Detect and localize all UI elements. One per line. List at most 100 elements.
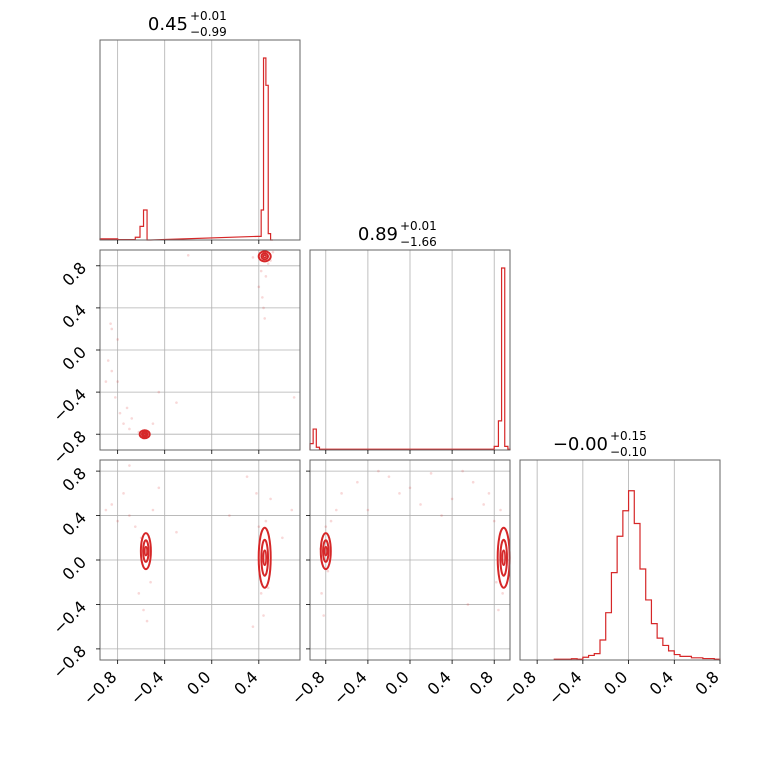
scatter-point <box>118 411 122 415</box>
axis-1-xtick-label: −0.4 <box>330 667 371 708</box>
scatter-point <box>149 580 152 584</box>
scatter-point <box>320 592 323 595</box>
axis-0-xtick-label: 0.4 <box>230 667 261 698</box>
scatter-point <box>122 422 125 425</box>
scatter-point <box>128 464 131 467</box>
scatter-point <box>262 614 265 617</box>
scatter-point <box>157 390 161 394</box>
scatter-point <box>326 569 330 573</box>
scatter-point <box>495 580 498 584</box>
scatter-point <box>175 401 178 404</box>
contour-outer <box>257 250 272 263</box>
x-axis-labels-1: −0.8 −0.4 0.0 0.4 0.8 <box>288 667 497 708</box>
hist-panel-2: −0.00 +0.15 −0.10 <box>519 429 721 664</box>
hist-title-median-1: 0.89 <box>358 224 398 245</box>
scatter-point <box>113 396 117 399</box>
hist-title-plus-1: +0.01 <box>400 219 437 233</box>
hist-panel-1: 0.89 +0.01 −1.66 <box>309 219 511 454</box>
hist-title-minus-0: −0.99 <box>190 25 227 39</box>
axis-1-xtick-label: 0.4 <box>424 667 455 698</box>
scatter-point <box>324 525 328 528</box>
axis-0-xtick-label: 0.0 <box>183 667 214 698</box>
scatter-point <box>128 427 131 431</box>
scatter-point <box>356 480 359 484</box>
scatter-point <box>116 380 119 383</box>
scatter-point <box>264 519 268 523</box>
scatter-point <box>157 486 161 490</box>
scatter-point <box>429 472 433 475</box>
scatter-point <box>151 422 155 425</box>
scatter-point <box>186 253 190 257</box>
scatter-point <box>408 486 412 490</box>
scatter-point <box>322 614 325 617</box>
axis-2-xtick-label: 0.0 <box>600 667 631 698</box>
scatter-point <box>245 475 249 478</box>
scatter-point <box>461 469 464 473</box>
hist-title-minus-1: −1.66 <box>400 235 437 249</box>
contour-core <box>143 545 148 557</box>
sc-2-ytick-label: 0.0 <box>59 553 90 584</box>
histogram-step-1 <box>309 267 511 450</box>
axis-2-xtick-label: 0.8 <box>691 667 722 698</box>
hist-title-median-0: 0.45 <box>148 14 188 35</box>
axis-2-xtick-label: −0.4 <box>545 667 586 708</box>
scatter-point <box>266 262 270 265</box>
contour-core <box>262 254 267 259</box>
scatter-point <box>450 497 454 501</box>
scatter-point <box>175 530 178 534</box>
scatter-panel-1-2 <box>306 459 511 664</box>
hist-frame-0 <box>99 39 301 241</box>
scatter-point <box>264 275 268 278</box>
scatter-point <box>257 525 261 528</box>
contour-core <box>262 549 267 566</box>
scatter-point <box>104 380 108 383</box>
scatter-point <box>262 306 265 310</box>
contour-core <box>501 549 506 566</box>
contour-middle <box>140 430 149 438</box>
scatter-point <box>266 586 270 590</box>
scatter-point <box>482 503 485 506</box>
hist-title-median-2: −0.00 <box>553 434 608 455</box>
scatter-point <box>263 317 267 320</box>
sc-2-ytick-label: 0.8 <box>59 464 90 495</box>
contour-core <box>323 545 328 557</box>
scatter-point <box>106 359 110 362</box>
sc-2-ytick-label: −0.4 <box>49 597 90 638</box>
sc-1-ytick-label: 0.0 <box>59 343 90 374</box>
scatter-point <box>501 592 504 595</box>
histogram-step-0 <box>99 57 273 241</box>
hist-title-minus-2: −0.10 <box>610 445 647 459</box>
scatter-point <box>292 396 296 399</box>
contour-middle <box>260 538 270 577</box>
sc-1-ytick-label: −0.8 <box>49 427 90 468</box>
axis-0-xtick-label: −0.4 <box>127 667 168 708</box>
scatter-point <box>466 603 470 606</box>
axis-0-xtick-label: −0.8 <box>80 667 121 708</box>
scatter-point <box>335 508 338 512</box>
scatter-point <box>122 492 125 495</box>
scatter-point <box>398 492 401 495</box>
scatter-point <box>128 514 131 517</box>
axis-1-xtick-label: 0.0 <box>381 667 412 698</box>
sc-1-ytick-label: 0.4 <box>59 300 90 331</box>
scatter-point <box>259 592 263 595</box>
scatter-point <box>142 608 145 612</box>
histogram-step-2 <box>553 490 721 660</box>
sc-2-ytick-label: −0.8 <box>49 641 90 682</box>
scatter-point <box>251 256 255 259</box>
contour-outer <box>257 526 272 589</box>
scatter-point <box>110 327 114 331</box>
scatter-point <box>492 519 496 523</box>
sc-1-ytick-label: −0.4 <box>49 385 90 426</box>
scatter-point <box>329 519 333 523</box>
contour-core <box>142 432 147 436</box>
scatter-point <box>110 369 114 373</box>
scatter-point <box>440 514 443 517</box>
scatter-point <box>228 514 231 517</box>
scatter-panel-0-1: 0.8 0.4 0.0 −0.4−0.8 <box>49 249 301 468</box>
scatter-point <box>125 406 129 410</box>
hist-title-plus-2: +0.15 <box>610 429 647 443</box>
scatter-point <box>340 492 343 495</box>
scatter-point <box>419 503 422 506</box>
axis-1-xtick-label: −0.8 <box>288 667 329 708</box>
